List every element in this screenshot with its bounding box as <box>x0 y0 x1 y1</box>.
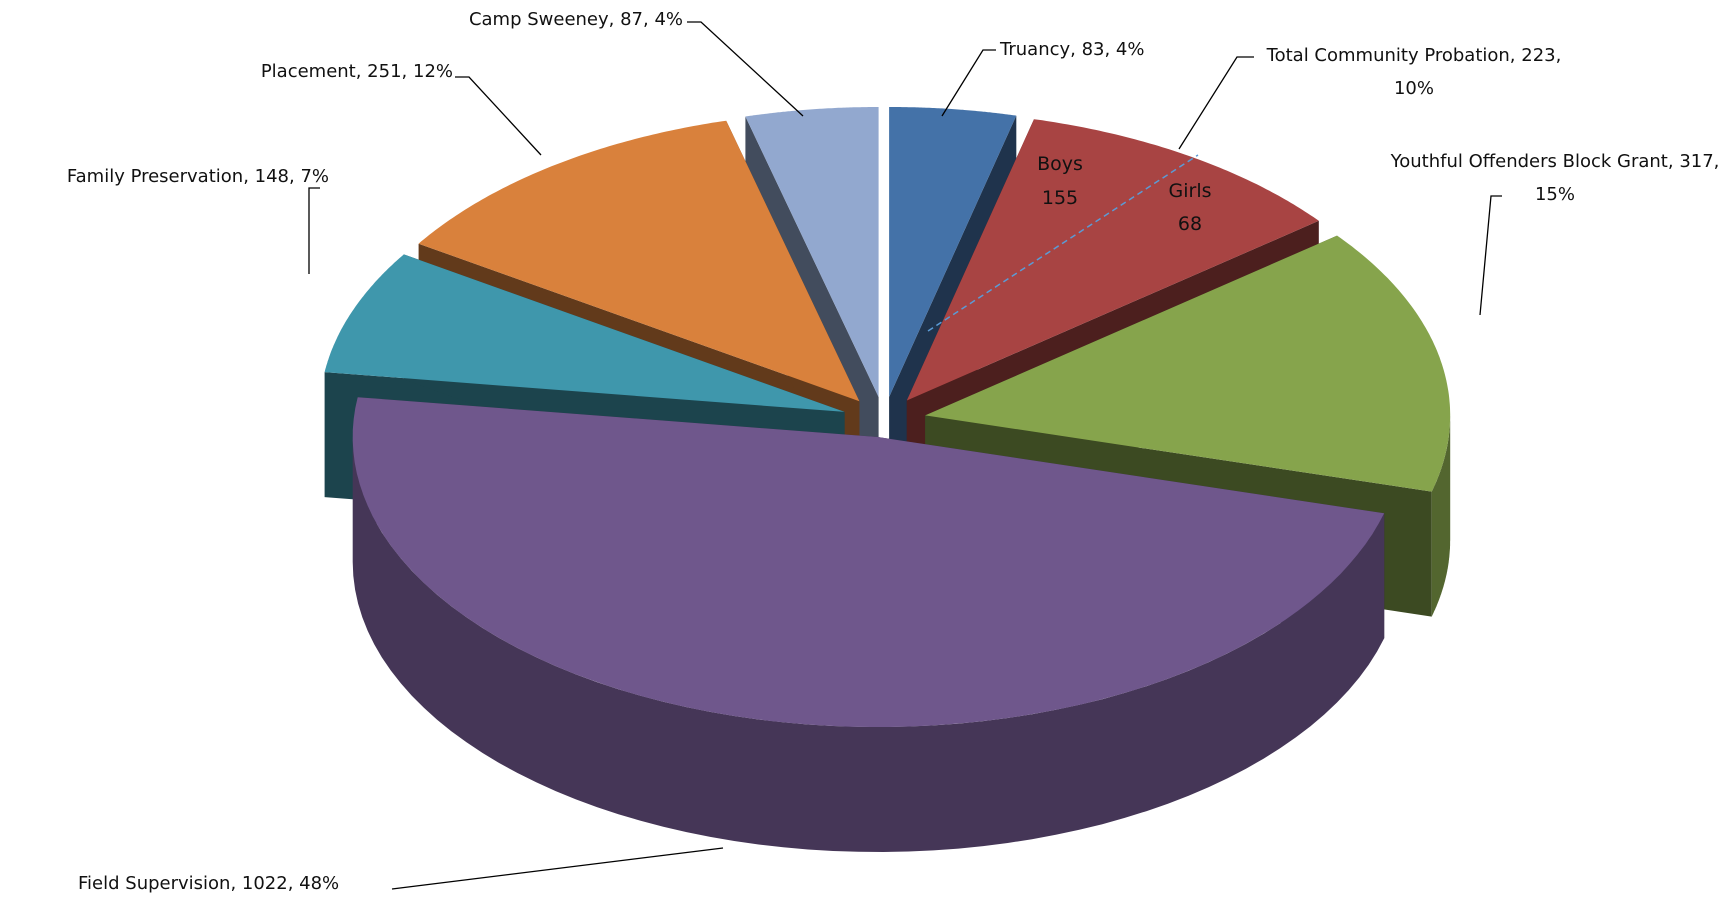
data-label: Camp Sweeney, 87, 4% <box>468 9 683 30</box>
slice <box>352 397 1385 727</box>
leader-line <box>1479 195 1502 316</box>
data-label: Placement, 251, 12% <box>260 61 453 82</box>
leader-line <box>941 49 996 117</box>
data-label: Youthful Offenders Block Grant, 317, 15% <box>1390 151 1720 205</box>
slice-side <box>352 437 1385 852</box>
leader-line <box>455 76 542 156</box>
data-label: Truancy, 83, 4% <box>1000 39 1145 60</box>
slice <box>925 235 1451 492</box>
breakdown-divider <box>927 154 1199 332</box>
slice <box>324 254 845 412</box>
slice <box>745 107 879 397</box>
data-label: Field Supervision, 1022, 48% <box>78 873 340 894</box>
breakdown-value: 68 <box>1177 213 1203 235</box>
breakdown-name: Girls <box>1168 180 1212 202</box>
data-label: Family Preservation, 148, 7% <box>66 166 329 187</box>
leader-lines <box>308 21 1502 890</box>
breakdown-value: 155 <box>1041 187 1079 209</box>
leader-line <box>391 847 724 890</box>
leader-line <box>687 21 804 117</box>
pie <box>324 107 1451 852</box>
breakdown-name: Boys <box>1037 153 1083 175</box>
slice <box>906 119 1319 401</box>
data-label: Total Community Probation, 223, 10% <box>1266 45 1562 99</box>
leader-line <box>308 187 320 274</box>
slice-side <box>1431 415 1451 617</box>
slice <box>889 107 1017 397</box>
slice <box>418 120 860 402</box>
leader-line <box>1178 56 1254 150</box>
